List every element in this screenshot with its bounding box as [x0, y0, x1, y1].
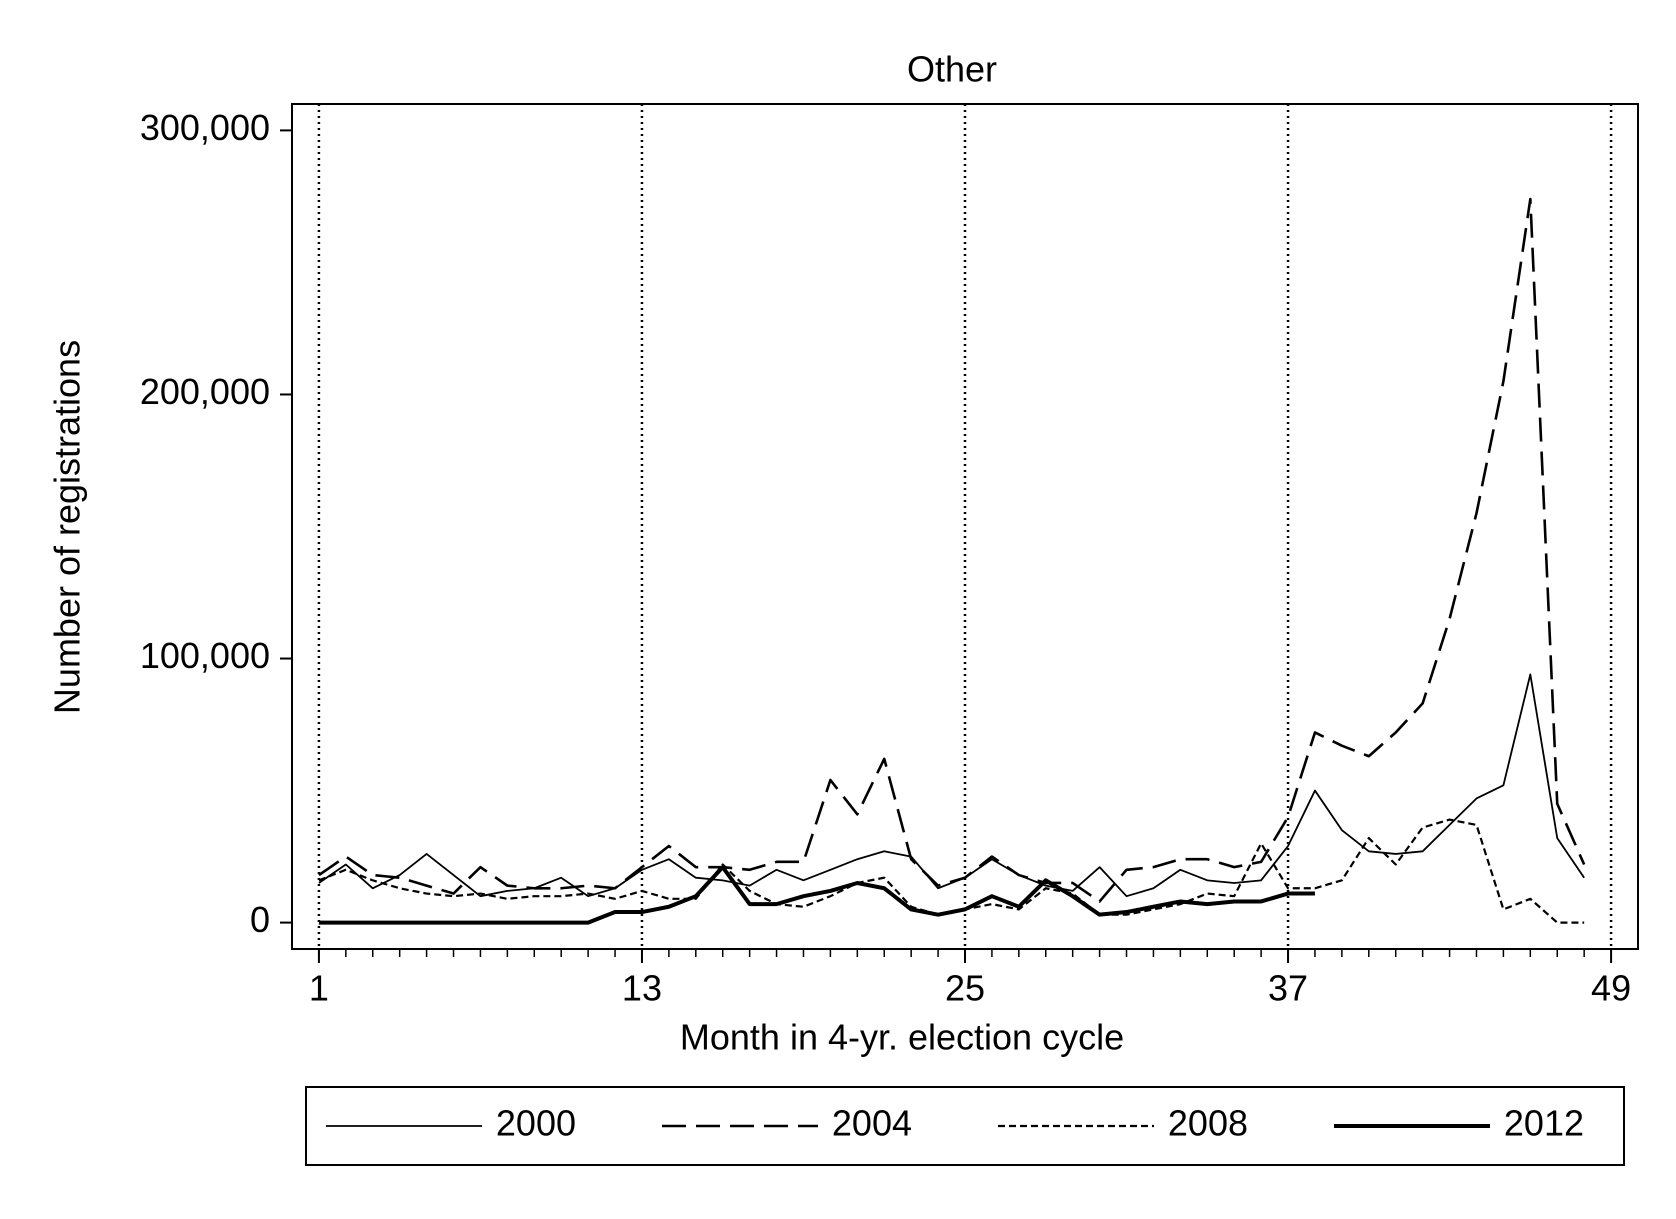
chart-title: Other	[907, 49, 997, 90]
x-tick-label: 37	[1268, 968, 1308, 1009]
y-tick-label: 100,000	[140, 635, 270, 676]
y-tick-label: 0	[250, 899, 270, 940]
legend-label: 2012	[1504, 1103, 1584, 1144]
x-tick-label: 13	[622, 968, 662, 1009]
legend-label: 2008	[1168, 1103, 1248, 1144]
x-tick-label: 25	[945, 968, 985, 1009]
x-tick-label: 49	[1591, 968, 1631, 1009]
legend-frame	[305, 1086, 1625, 1166]
series-line	[318, 197, 1586, 903]
y-tick-label: 200,000	[140, 371, 270, 412]
y-tick-label: 300,000	[140, 107, 270, 148]
series-line	[318, 865, 1315, 925]
legend-label: 2004	[832, 1103, 912, 1144]
y-axis-label: Number of registrations	[47, 340, 88, 714]
x-tick-label: 1	[309, 968, 329, 1009]
series-line	[318, 818, 1585, 924]
x-axis-label: Month in 4-yr. election cycle	[680, 1017, 1124, 1058]
legend-label: 2000	[496, 1103, 576, 1144]
